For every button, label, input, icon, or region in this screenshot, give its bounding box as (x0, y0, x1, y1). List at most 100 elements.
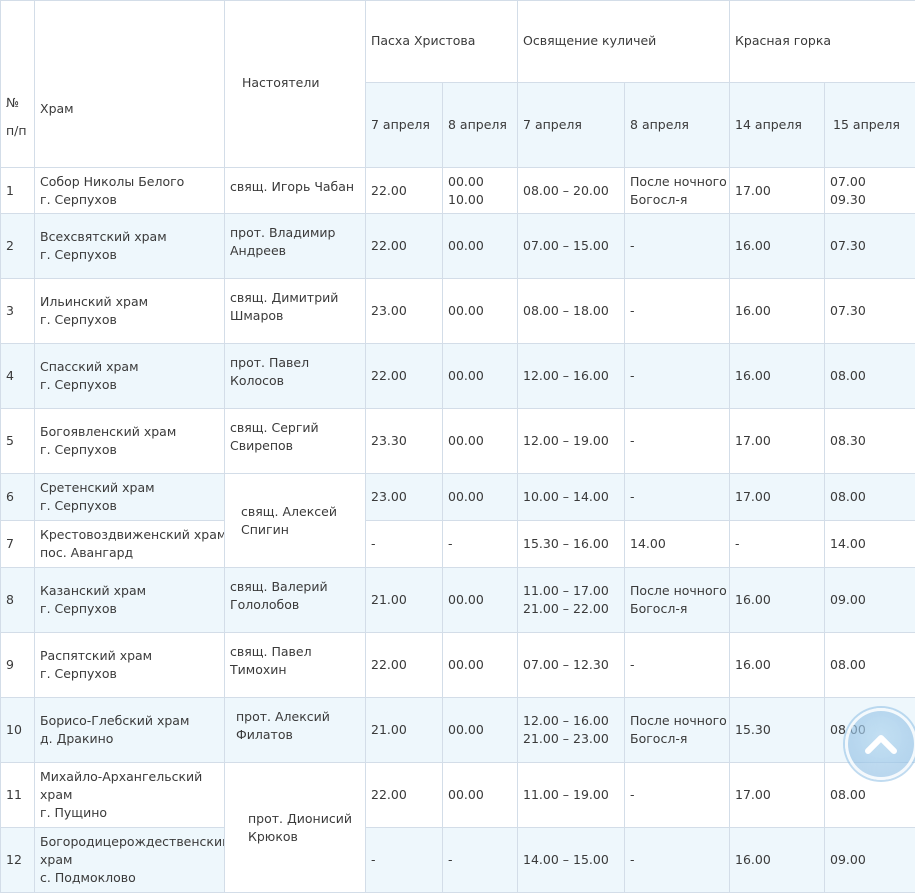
cell-easter-8: 00.00 10.00 (441, 167, 519, 214)
cell-blessing-7-line: 11.00 – 17.00 (523, 583, 609, 598)
cell-krasnaya-15: 09.00 (824, 827, 915, 893)
church-name-line: Казанский храм (40, 583, 147, 598)
cell-blessing-7: 12.00 – 16.00 21.00 – 23.00 (517, 697, 626, 763)
table-row: 7 Крестовоздвиженский храм пос. Авангард - -… (0, 520, 915, 568)
cell-blessing-7-line: 21.00 – 23.00 (523, 731, 609, 746)
rector-name-line: прот. Дионисий (248, 810, 352, 826)
cell-blessing-7-line: 15.30 – 16.00 (523, 536, 609, 551)
scroll-to-top-button[interactable] (845, 708, 915, 780)
row-number: 6 (0, 473, 35, 521)
cell-blessing-8-line: После ночного (630, 583, 727, 598)
cell-easter-7-line: 22.00 (371, 657, 407, 672)
row-number: 12 (0, 827, 35, 893)
table-row: 6 Сретенский храм г. Серпухов свящ. Алексей… (0, 473, 915, 568)
cell-easter-7: 22.00 (365, 632, 443, 698)
table-row: 11 Михайло-Архангельский храм г. Пущино прот… (0, 762, 915, 893)
cell-easter-7: 23.00 (365, 278, 443, 344)
cell-blessing-8: - (624, 632, 731, 698)
cell-easter-7: 22.00 (365, 343, 443, 409)
header-blessing: Освящение куличей (517, 0, 731, 83)
header-church: Храм (34, 0, 225, 168)
table-row: 3 Ильинский храм г. Серпухов свящ. Димитрий… (0, 278, 915, 344)
cell-krasnaya-14: 17.00 (729, 762, 826, 828)
rector-name-line: свящ. Алексей (241, 503, 337, 519)
cell-krasnaya-14-line: 16.00 (735, 852, 771, 867)
header-date-krasnaya-14: 14 апреля (729, 82, 826, 168)
row-number: 7 (0, 520, 35, 568)
cell-easter-8-line: - (448, 852, 453, 867)
cell-easter-7-line: 22.00 (371, 238, 407, 253)
church-name-line: г. Серпухов (40, 312, 117, 327)
rector-name-line: прот. Алексий (236, 709, 330, 724)
row-number: 5 (0, 408, 35, 474)
church-name-line: г. Серпухов (40, 191, 117, 207)
cell-krasnaya-15: 07.00 09.30 (824, 167, 915, 214)
cell-blessing-7-line: 10.00 – 14.00 (523, 489, 609, 504)
cell-easter-7-line: 23.00 (371, 489, 407, 504)
cell-blessing-8-line: Богосл-я (630, 191, 688, 207)
cell-krasnaya-14-line: 16.00 (735, 657, 771, 672)
cell-blessing-8-line: - (630, 489, 635, 504)
table-row: 8 Казанский храм г. Серпухов свящ. Валерий Г… (0, 567, 915, 633)
cell-blessing-7-line: 12.00 – 16.00 (523, 713, 609, 728)
cell-easter-8: 00.00 (441, 632, 519, 698)
church-name: Распятский храм г. Серпухов (34, 632, 225, 698)
header-date-blessing-7: 7 апреля (517, 82, 626, 168)
cell-blessing-7-line: 07.00 – 12.30 (523, 657, 609, 672)
cell-easter-7: - (365, 520, 443, 568)
cell-krasnaya-15-line: 08.00 (830, 787, 866, 802)
rector-name-line: свящ. Димитрий (230, 290, 339, 305)
church-name: Спасский храм г. Серпухов (34, 343, 225, 409)
cell-blessing-8: После ночного Богосл-я (624, 567, 731, 633)
row-number: 2 (0, 213, 35, 279)
cell-blessing-8-line: - (630, 303, 635, 318)
rector-name: прот. Алексий Филатов (224, 697, 366, 763)
cell-easter-8: - (441, 827, 519, 893)
rector-name: прот. Дионисий Крюков (224, 762, 366, 893)
cell-easter-8-line: 00.00 (448, 368, 484, 383)
cell-easter-7-line: 23.00 (371, 303, 407, 318)
cell-easter-8: 00.00 (441, 278, 519, 344)
row-number: 9 (0, 632, 35, 698)
cell-krasnaya-15-line: 09.30 (830, 191, 866, 207)
cell-krasnaya-14-line: 17.00 (735, 433, 771, 448)
cell-easter-7: 22.00 (365, 213, 443, 279)
cell-krasnaya-15: 07.30 (824, 213, 915, 279)
cell-easter-8-line: - (448, 536, 453, 551)
header-date-krasnaya-15: 15 апреля (824, 82, 915, 168)
cell-blessing-7-line: 12.00 – 19.00 (523, 433, 609, 448)
rector-name-line: свящ. Павел (230, 644, 312, 659)
cell-krasnaya-14: 17.00 (729, 473, 826, 521)
rector-name-line: свящ. Сергий (230, 420, 319, 435)
cell-blessing-8-line: После ночного (630, 713, 727, 728)
cell-easter-8-line: 10.00 (448, 191, 484, 207)
cell-krasnaya-14: 16.00 (729, 827, 826, 893)
rector-name: свящ. Сергий Свирепов (224, 408, 366, 474)
rector-name-line: Свирепов (230, 438, 294, 453)
cell-easter-7-line: 21.00 (371, 722, 407, 737)
cell-blessing-7: 14.00 – 15.00 (517, 827, 626, 893)
church-name-line: д. Дракино (40, 731, 114, 746)
cell-easter-7-line: 21.00 (371, 592, 407, 607)
row-number: 1 (0, 167, 35, 214)
cell-easter-7: 22.00 (365, 167, 443, 214)
cell-easter-7-line: 23.30 (371, 433, 407, 448)
cell-blessing-8: - (624, 278, 731, 344)
cell-blessing-7: 07.00 – 15.00 (517, 213, 626, 279)
row-number: 10 (0, 697, 35, 763)
church-name-line: Крестовоздвиженский храм (40, 527, 225, 542)
cell-easter-8-line: 00.00 (448, 657, 484, 672)
church-name-line: Ильинский храм (40, 294, 149, 309)
cell-krasnaya-15-line: 08.30 (830, 433, 866, 448)
cell-easter-7: 22.00 (365, 762, 443, 828)
cell-blessing-7-line: 07.00 – 15.00 (523, 238, 609, 253)
cell-blessing-8: После ночного Богосл-я (624, 697, 731, 763)
cell-krasnaya-15: 07.30 (824, 278, 915, 344)
cell-blessing-7-line: 08.00 – 18.00 (523, 303, 609, 318)
cell-krasnaya-14-line: 16.00 (735, 368, 771, 383)
rector-name: свящ. Валерий Гололобов (224, 567, 366, 633)
rector-name-line: прот. Владимир (230, 225, 336, 240)
rector-name-line: Тимохин (230, 662, 287, 677)
church-name: Казанский храм г. Серпухов (34, 567, 225, 633)
